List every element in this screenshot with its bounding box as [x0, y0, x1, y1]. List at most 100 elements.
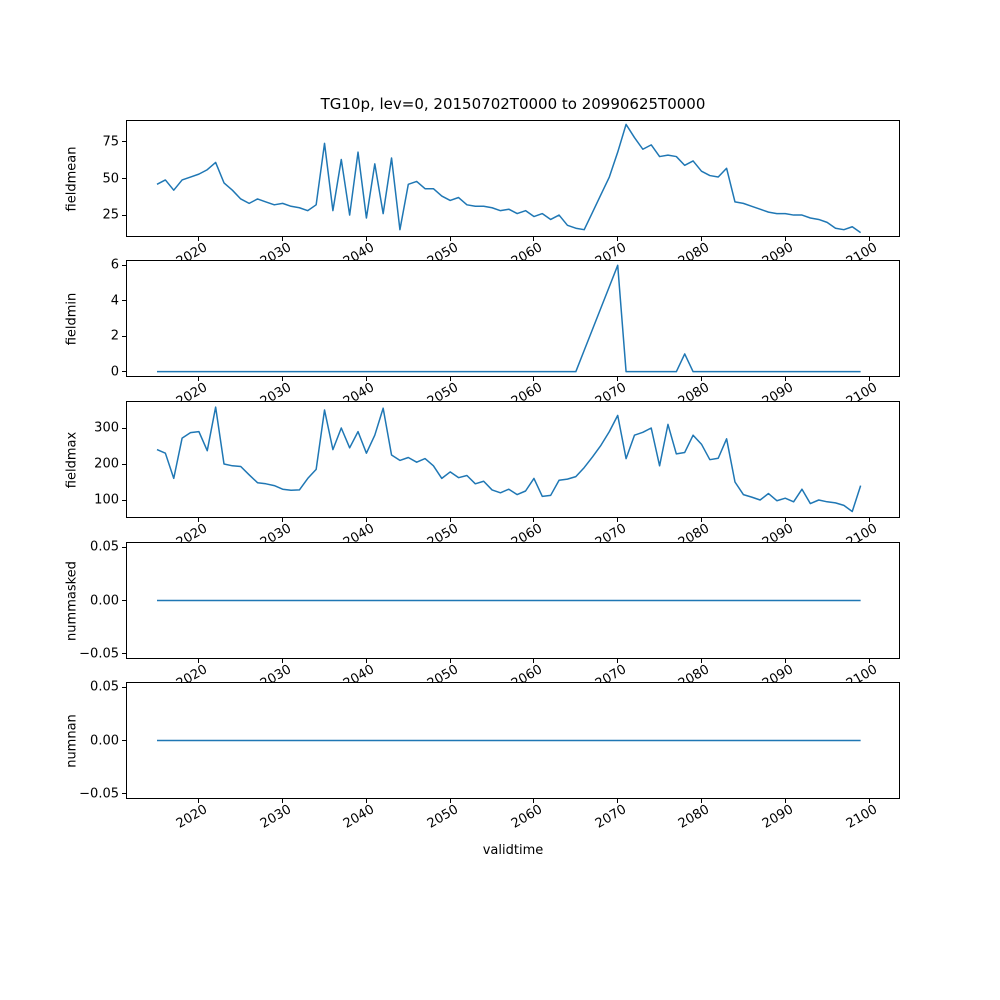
x-tick — [533, 237, 535, 241]
line-series-fieldmax — [156, 406, 862, 513]
x-tick — [700, 659, 702, 663]
x-tick — [365, 377, 367, 381]
plot-area-fieldmax — [126, 401, 900, 518]
y-tick-label: 2 — [110, 328, 119, 344]
y-tick — [122, 371, 126, 373]
x-tick — [365, 518, 367, 522]
y-tick-label: 4 — [110, 293, 119, 309]
y-tick-label: 25 — [102, 207, 119, 223]
y-tick — [122, 653, 126, 655]
subplot-fieldmin: fieldmin 0 2 4 6 2020 2030 2040 2050 2060 2070 208… — [65, 259, 900, 410]
line-series-fieldmean — [156, 123, 862, 234]
x-tick — [617, 518, 619, 522]
x-tick — [617, 237, 619, 241]
y-tick-label: 50 — [102, 171, 119, 186]
x-tick — [198, 377, 200, 381]
x-tick — [282, 518, 284, 522]
y-tick — [122, 300, 126, 302]
y-tick — [122, 499, 126, 501]
x-tick — [868, 518, 870, 522]
y-tick — [122, 686, 126, 688]
x-tick — [617, 377, 619, 381]
y-tick-label: 75 — [102, 134, 119, 150]
x-tick — [533, 377, 535, 381]
data-line — [156, 123, 862, 234]
x-tick-label: 2050 — [425, 802, 462, 832]
x-tick — [784, 237, 786, 241]
y-axis-label-fieldmin: fieldmin — [64, 292, 80, 345]
x-tick — [784, 377, 786, 381]
x-tick — [533, 518, 535, 522]
y-tick-label: 0.05 — [90, 539, 119, 555]
x-tick — [449, 659, 451, 663]
x-tick-label: 2040 — [341, 802, 378, 832]
line-series-numnan — [156, 739, 861, 742]
y-tick-label: 0 — [110, 364, 119, 380]
x-tick — [198, 659, 200, 663]
x-tick — [449, 237, 451, 241]
x-tick — [282, 237, 284, 241]
x-tick-label: 2020 — [173, 802, 210, 832]
x-tick-label: 2090 — [760, 802, 797, 832]
plot-area-fieldmin — [126, 260, 900, 377]
x-tick — [700, 237, 702, 241]
x-axis-label: validtime — [482, 843, 544, 858]
x-tick — [784, 518, 786, 522]
y-tick-label: 300 — [94, 420, 119, 436]
y-axis-label-fieldmax: fieldmax — [64, 431, 80, 488]
x-tick — [365, 237, 367, 241]
y-tick — [122, 463, 126, 465]
plot-area-fieldmean — [126, 120, 900, 237]
x-tick — [700, 799, 702, 803]
y-tick-label: 0.00 — [90, 593, 119, 608]
y-tick-label: 6 — [110, 257, 119, 273]
y-axis-label-nummasked: nummasked — [64, 560, 80, 641]
plot-area-nummasked — [126, 542, 900, 659]
x-tick — [868, 659, 870, 663]
x-tick — [198, 237, 200, 241]
y-tick — [122, 740, 126, 741]
y-axis-label-numnan: numnan — [64, 713, 80, 768]
data-line — [156, 264, 861, 373]
subplot-numnan: numnan −0.05 0.00 0.05 2020 2030 2040 2050 2060… — [65, 681, 900, 832]
subplot-fieldmax: fieldmax 100 200 300 2020 2030 2040 2050 2060 20… — [65, 401, 900, 551]
x-tick — [617, 659, 619, 663]
x-tick — [784, 659, 786, 663]
x-tick — [784, 799, 786, 803]
line-series-nummasked — [156, 599, 861, 602]
y-tick — [122, 546, 126, 548]
y-tick — [122, 141, 126, 143]
figure-title: TG10p, lev=0, 20150702T0000 to 20990625T… — [320, 95, 706, 113]
y-tick — [122, 178, 126, 179]
subplot-fieldmean: fieldmean 25 50 75 2020 2030 2040 2050 2060 2070… — [65, 120, 900, 270]
x-tick — [700, 377, 702, 381]
line-series-fieldmin — [156, 264, 861, 373]
x-tick — [198, 518, 200, 522]
x-tick-label: 2060 — [508, 802, 545, 832]
x-tick-label: 2070 — [592, 802, 629, 832]
x-tick — [365, 799, 367, 803]
y-tick — [122, 793, 126, 795]
y-tick — [122, 600, 126, 601]
x-tick — [533, 799, 535, 803]
x-tick-label: 2030 — [257, 802, 294, 832]
x-tick — [282, 377, 284, 381]
x-tick-label: 2100 — [843, 802, 881, 832]
x-tick — [365, 659, 367, 663]
subplot-nummasked: nummasked −0.05 0.00 0.05 2020 2030 2040 2050 2… — [65, 541, 900, 692]
y-tick-label: 200 — [94, 456, 119, 472]
y-tick — [122, 427, 126, 429]
x-tick — [282, 659, 284, 663]
x-tick — [700, 518, 702, 522]
x-tick — [449, 518, 451, 522]
y-tick — [122, 264, 126, 266]
x-tick — [617, 799, 619, 803]
data-line — [156, 406, 862, 513]
x-tick — [282, 799, 284, 803]
y-tick — [122, 214, 126, 216]
y-tick-label: 0.00 — [90, 733, 119, 748]
x-tick — [868, 377, 870, 381]
x-tick-label: 2080 — [676, 802, 713, 832]
y-tick-label: 100 — [94, 492, 119, 508]
